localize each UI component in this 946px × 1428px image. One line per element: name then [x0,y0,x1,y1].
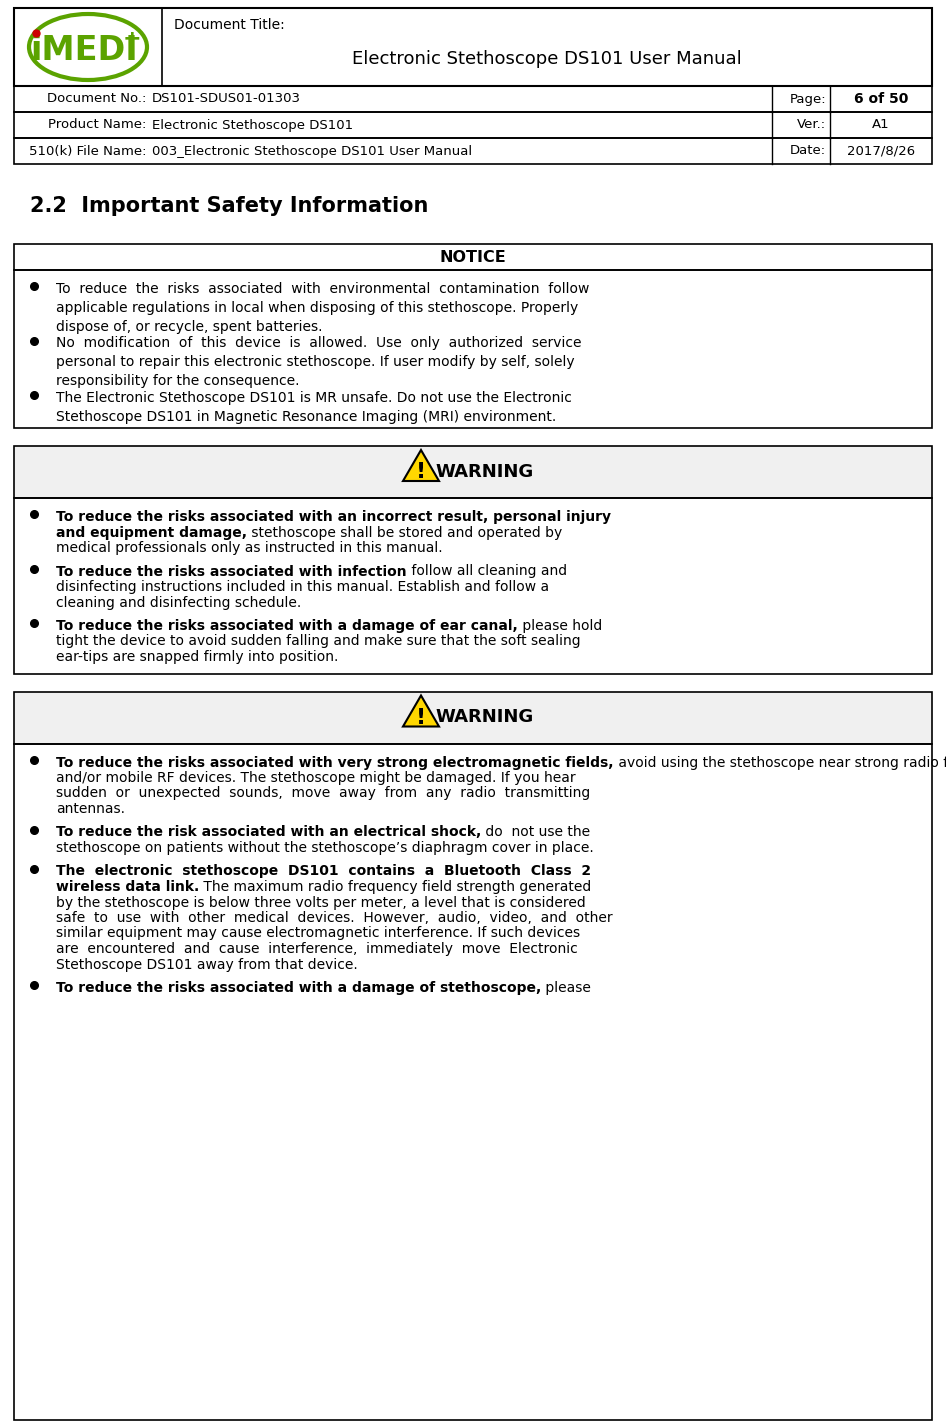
Bar [14,691,932,744]
Text: The maximum radio frequency field strength generated: The maximum radio frequency field streng… [200,880,591,894]
Text: +: + [123,29,141,49]
Text: To reduce the risks associated with very strong electromagnetic fields,: To reduce the risks associated with very… [56,755,614,770]
Text: No  modification  of  this  device  is  allowed.  Use  only  authorized  service: No modification of this device is allowe… [56,337,582,388]
Bar [14,86,932,111]
Text: To  reduce  the  risks  associated  with  environmental  contamination  follow
a: To reduce the risks associated with envi… [56,281,589,334]
Text: and/or mobile RF devices. The stethoscope might be damaged. If you hear: and/or mobile RF devices. The stethoscop… [56,771,575,785]
Text: The  electronic  stethoscope  DS101  contains  a  Bluetooth  Class  2: The electronic stethoscope DS101 contain… [56,864,591,878]
Text: A1: A1 [872,119,890,131]
Bar [14,139,932,164]
Text: To reduce the risks associated with a damage of ear canal,: To reduce the risks associated with a da… [56,618,517,633]
Text: NOTICE: NOTICE [440,250,506,264]
Text: avoid using the stethoscope near strong radio frequency signals or portable: avoid using the stethoscope near strong … [614,755,946,770]
Text: Ver.:: Ver.: [797,119,826,131]
Text: antennas.: antennas. [56,803,125,815]
Text: cleaning and disinfecting schedule.: cleaning and disinfecting schedule. [56,595,301,610]
Text: The Electronic Stethoscope DS101 is MR unsafe. Do not use the Electronic
Stethos: The Electronic Stethoscope DS101 is MR u… [56,391,572,424]
Text: Document Title:: Document Title: [174,19,285,31]
Text: and equipment damage,: and equipment damage, [56,526,247,540]
Text: wireless data link.: wireless data link. [56,880,200,894]
Bar [14,446,932,498]
Text: stethoscope shall be stored and operated by: stethoscope shall be stored and operated… [247,526,562,540]
Text: WARNING: WARNING [436,708,534,727]
Text: are  encountered  and  cause  interference,  immediately  move  Electronic: are encountered and cause interference, … [56,942,578,955]
Text: sudden  or  unexpected  sounds,  move  away  from  any  radio  transmitting: sudden or unexpected sounds, move away f… [56,787,590,801]
Text: To reduce the risks associated with a damage of stethoscope,: To reduce the risks associated with a da… [56,981,541,995]
Text: Document No.:: Document No.: [46,93,146,106]
Text: follow all cleaning and: follow all cleaning and [407,564,567,578]
Text: To reduce the risk associated with an electrical shock,: To reduce the risk associated with an el… [56,825,482,840]
Bar [14,744,932,1419]
Text: 510(k) File Name:: 510(k) File Name: [28,144,146,157]
Text: safe  to  use  with  other  medical  devices.  However,  audio,  video,  and  ot: safe to use with other medical devices. … [56,911,613,925]
Text: !: ! [416,463,426,483]
Text: stethoscope on patients without the stethoscope’s diaphragm cover in place.: stethoscope on patients without the stet… [56,841,594,855]
Text: ear-tips are snapped firmly into position.: ear-tips are snapped firmly into positio… [56,650,339,664]
Text: DS101-SDUS01-01303: DS101-SDUS01-01303 [152,93,301,106]
Text: !: ! [416,707,426,727]
Bar [14,9,932,86]
Bar [14,270,932,428]
Polygon shape [403,695,439,727]
Text: tight the device to avoid sudden falling and make sure that the soft sealing: tight the device to avoid sudden falling… [56,634,581,648]
Text: Electronic Stethoscope DS101 User Manual: Electronic Stethoscope DS101 User Manual [352,50,742,67]
Text: To reduce the risks associated with infection: To reduce the risks associated with infe… [56,564,407,578]
Text: disinfecting instructions included in this manual. Establish and follow a: disinfecting instructions included in th… [56,580,549,594]
Text: 2017/8/26: 2017/8/26 [847,144,915,157]
Text: Page:: Page: [789,93,826,106]
Text: similar equipment may cause electromagnetic interference. If such devices: similar equipment may cause electromagne… [56,927,580,941]
Text: iMEDI: iMEDI [30,33,138,67]
Text: To reduce the risks associated with an incorrect result, personal injury: To reduce the risks associated with an i… [56,510,611,524]
Text: Stethoscope DS101 away from that device.: Stethoscope DS101 away from that device. [56,958,358,971]
Text: Electronic Stethoscope DS101: Electronic Stethoscope DS101 [152,119,353,131]
Text: do  not use the: do not use the [482,825,590,840]
Text: medical professionals only as instructed in this manual.: medical professionals only as instructed… [56,541,443,555]
Polygon shape [403,450,439,481]
Text: Product Name:: Product Name: [47,119,146,131]
Text: please hold: please hold [517,618,602,633]
Text: 2.2  Important Safety Information: 2.2 Important Safety Information [30,196,429,216]
Bar [14,111,932,139]
Text: WARNING: WARNING [436,463,534,481]
Bar [14,244,932,270]
Text: 6 of 50: 6 of 50 [854,91,908,106]
Text: by the stethoscope is below three volts per meter, a level that is considered: by the stethoscope is below three volts … [56,895,586,910]
Bar [14,498,932,674]
Text: please: please [541,981,591,995]
Text: 003_Electronic Stethoscope DS101 User Manual: 003_Electronic Stethoscope DS101 User Ma… [152,144,472,157]
Text: Date:: Date: [790,144,826,157]
